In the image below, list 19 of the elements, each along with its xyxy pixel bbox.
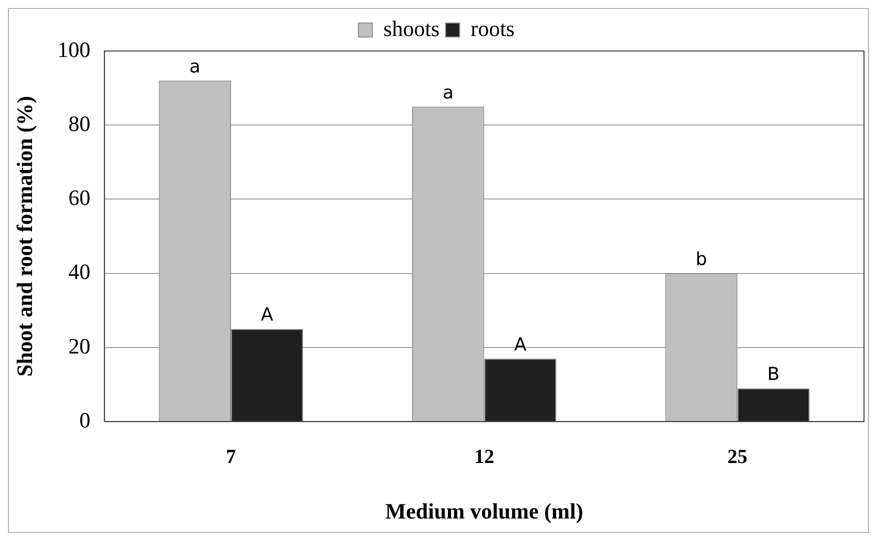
x-tick-label: 12 <box>474 446 494 468</box>
legend-label: roots <box>470 16 515 41</box>
annotation: A <box>514 334 528 356</box>
y-tick-label: 60 <box>68 185 90 210</box>
annotation: a <box>189 56 200 78</box>
x-axis-title: Medium volume (ml) <box>385 498 584 524</box>
y-tick-label: 0 <box>79 407 90 432</box>
y-tick-label: 80 <box>68 110 90 136</box>
annotation: B <box>767 364 780 385</box>
legend-label: shoots <box>383 16 440 41</box>
annotation: a <box>442 82 454 104</box>
x-tick-label: 25 <box>727 446 748 468</box>
annotation: b <box>696 249 708 270</box>
x-tick-label: 7 <box>226 446 236 468</box>
y-tick-label: 100 <box>57 36 90 62</box>
annotation: A <box>260 304 274 326</box>
y-axis-title: Shoot and root formation (%) <box>12 96 37 377</box>
y-tick-label: 40 <box>68 259 90 284</box>
y-tick-label: 20 <box>68 333 90 358</box>
